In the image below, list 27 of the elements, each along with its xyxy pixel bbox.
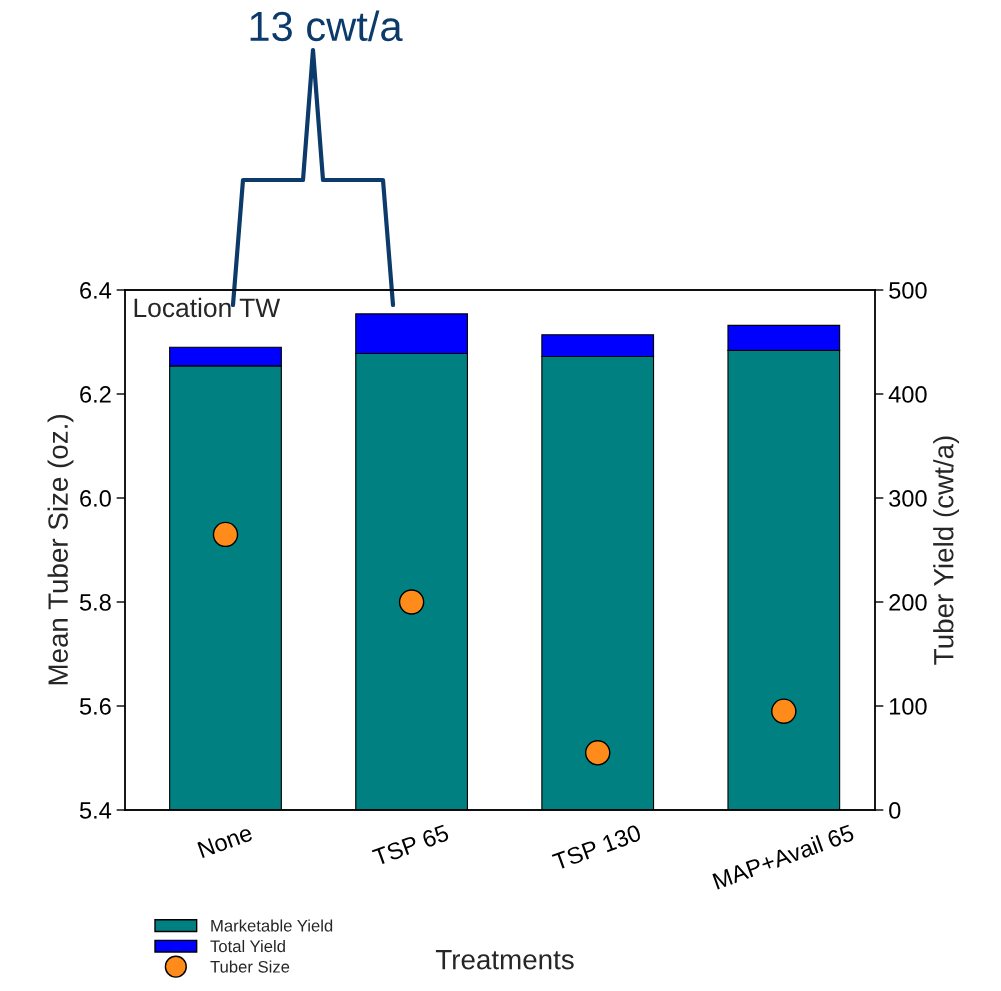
y2-tick-label: 100 <box>889 698 927 715</box>
point <box>212 521 239 548</box>
y2-tick-label: 500 <box>889 282 927 299</box>
annotation: Location TW <box>134 297 281 318</box>
y-tick-label: 5.8 <box>79 594 111 611</box>
y2-axis-title: Tuber Yield (cwt/a) <box>933 436 960 665</box>
y2-tick-label: 200 <box>889 594 927 611</box>
y2-tick-label: 300 <box>889 490 927 507</box>
legend-label: Tuber Size <box>210 960 290 973</box>
x-tick-label: None <box>197 824 254 859</box>
y2-tick-label: 0 <box>889 802 901 819</box>
y-tick-label: 6.2 <box>80 386 111 403</box>
y-tick-label: 6.0 <box>80 490 111 507</box>
x-tick-label: TSP 130 <box>551 824 642 871</box>
y-tick-label: 5.4 <box>79 802 112 819</box>
point <box>398 589 425 615</box>
legend-label: Marketable Yield <box>211 919 333 932</box>
point <box>771 698 797 724</box>
y-tick-label: 6.4 <box>80 282 112 299</box>
y-axis-title: Mean Tuber Size (oz.) <box>47 415 74 685</box>
legend-label: Total Yield <box>210 939 285 953</box>
y2-tick-label: 400 <box>888 386 927 403</box>
x-axis-title: Treatments <box>435 950 574 970</box>
text: 13 cwt/a <box>250 10 403 42</box>
x-tick-label: TSP 65 <box>371 824 450 867</box>
point <box>584 740 611 766</box>
y-tick-label: 5.6 <box>79 698 111 715</box>
